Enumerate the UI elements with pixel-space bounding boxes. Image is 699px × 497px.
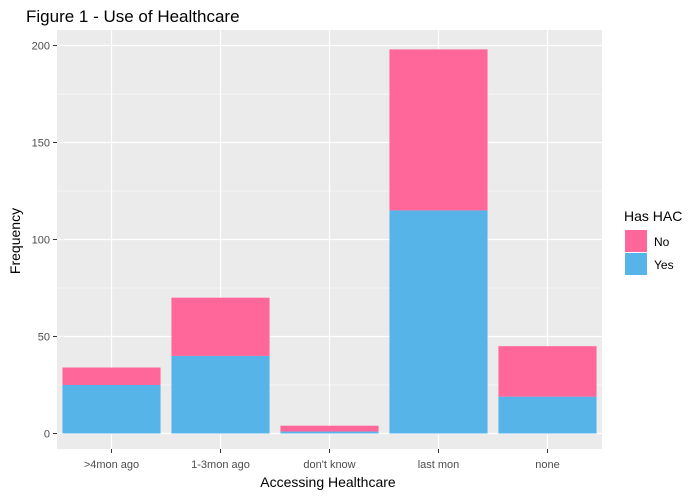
x-tick-label: >4mon ago [84,459,139,471]
bar-yes-3 [389,210,488,434]
legend-label-yes: Yes [654,258,674,272]
chart-title: Figure 1 - Use of Healthcare [26,7,240,26]
y-axis-label: Frequency [7,208,23,274]
legend-key-no [625,230,647,252]
y-tick-label: 0 [44,428,50,440]
y-tick-label: 100 [32,235,50,247]
y-tick-label: 50 [38,331,50,343]
legend-key-yes [625,253,647,275]
bar-no-4 [498,346,597,397]
y-tick-label: 200 [32,41,50,53]
legend-label-no: No [654,235,670,249]
bar-no-3 [389,49,488,211]
bar-yes-1 [171,355,270,434]
bar-no-2 [280,425,379,432]
bar-yes-0 [62,384,161,434]
bar-no-1 [171,297,270,356]
x-tick-label: 1-3mon ago [191,459,250,471]
bar-yes-4 [498,396,597,434]
bar-yes-2 [280,431,379,434]
x-axis-label: Accessing Healthcare [260,474,396,490]
y-tick-label: 150 [32,138,50,150]
bars [62,49,597,434]
x-tick-label: none [535,459,559,471]
x-axis: >4mon ago 1-3mon ago don't know last mon non… [84,449,560,471]
y-axis: 0 50 100 150 200 [32,41,57,440]
x-tick-label: don't know [303,459,355,471]
x-tick-label: last mon [418,459,460,471]
bar-no-0 [62,367,161,385]
legend: Has HAC No Yes [624,208,682,275]
legend-title: Has HAC [624,208,682,224]
